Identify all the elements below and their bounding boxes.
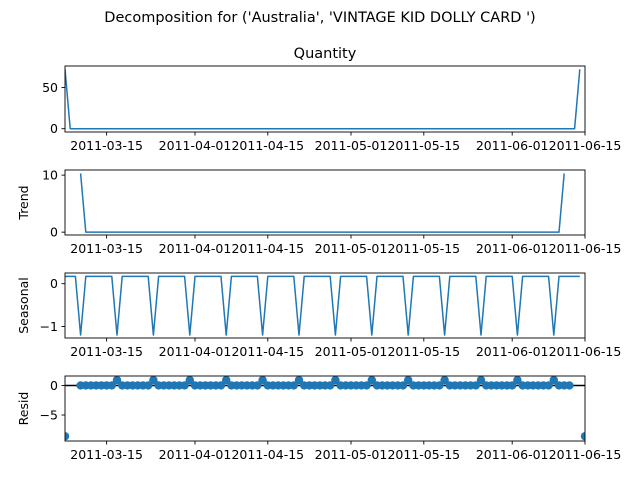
data-point — [440, 376, 449, 385]
y-tick-label: 0 — [50, 276, 58, 291]
data-point — [185, 376, 194, 385]
data-point — [326, 381, 335, 390]
x-tick-label: 2011-06-01 — [476, 241, 549, 256]
data-point — [362, 381, 371, 390]
x-tick-label: 2011-05-15 — [387, 241, 460, 256]
axes-frame — [64, 272, 586, 339]
axes-frame — [64, 65, 586, 133]
data-point — [289, 381, 298, 390]
y-axis-label: Seasonal — [16, 277, 31, 334]
y-axis-label: Resid — [16, 392, 31, 426]
panel-4: −5 0 2011-03-15 2011-04-01 2011-04-15 2011-05… — [16, 375, 622, 462]
data-point — [580, 432, 585, 441]
y-tick-label: 0 — [50, 225, 58, 240]
plot-area — [65, 275, 580, 336]
x-tick-label: 2011-04-01 — [159, 241, 232, 256]
data-point — [180, 381, 189, 390]
plot-area — [79, 173, 565, 233]
y-tick-label: −1 — [40, 319, 58, 334]
x-tick-label: 2011-03-15 — [70, 138, 143, 153]
plot-area — [65, 69, 581, 130]
panel-1: 0 50 2011-03-15 2011-04-01 2011-04-15 2011-05… — [42, 46, 621, 153]
x-tick-label: 2011-04-15 — [231, 241, 304, 256]
x-tick-label: 2011-04-15 — [231, 344, 304, 359]
x-tick-label: 2011-04-15 — [231, 447, 304, 462]
data-point — [471, 381, 480, 390]
series-line — [65, 275, 580, 336]
x-tick-label: 2011-03-15 — [70, 447, 143, 462]
x-tick-label: 2011-05-01 — [315, 138, 388, 153]
data-point — [435, 381, 444, 390]
data-point — [144, 381, 153, 390]
data-point — [112, 376, 122, 385]
axes-frame — [64, 375, 586, 442]
x-tick-label: 2011-04-01 — [159, 138, 232, 153]
x-tick-label: 2011-05-01 — [315, 344, 388, 359]
series-line — [65, 69, 581, 130]
data-point — [65, 432, 70, 441]
x-tick-label: 2011-03-15 — [70, 241, 143, 256]
series-line — [79, 173, 565, 233]
data-point — [398, 381, 408, 390]
x-tick-label: 2011-06-15 — [549, 138, 622, 153]
data-point — [216, 381, 226, 390]
data-point — [253, 381, 262, 390]
x-tick-label: 2011-05-15 — [387, 138, 460, 153]
data-point — [331, 376, 340, 385]
x-tick-label: 2011-05-01 — [315, 447, 388, 462]
y-tick-label: 10 — [42, 168, 58, 183]
panel-3: −1 0 2011-03-15 2011-04-01 2011-04-15 2011-05… — [16, 272, 622, 359]
x-tick-label: 2011-05-15 — [387, 344, 460, 359]
x-tick-label: 2011-04-15 — [231, 138, 304, 153]
figure-title: Decomposition for ('Australia', 'VINTAGE… — [104, 10, 535, 26]
plot-area — [65, 376, 585, 441]
data-point — [149, 376, 158, 385]
data-point — [107, 381, 117, 390]
y-tick-label: 50 — [42, 80, 58, 95]
data-point — [404, 376, 413, 385]
x-tick-label: 2011-05-15 — [387, 447, 460, 462]
x-tick-label: 2011-06-15 — [549, 447, 622, 462]
data-point — [222, 376, 231, 385]
data-point — [544, 381, 553, 390]
data-point — [565, 381, 574, 390]
panel-2: 0 10 2011-03-15 2011-04-01 2011-04-15 2011-05… — [16, 168, 621, 256]
data-point — [508, 381, 517, 390]
x-tick-label: 2011-06-01 — [476, 344, 549, 359]
x-tick-label: 2011-04-01 — [159, 344, 232, 359]
data-point — [294, 376, 304, 385]
y-tick-label: 0 — [50, 121, 58, 136]
x-tick-label: 2011-06-15 — [549, 241, 622, 256]
x-tick-label: 2011-06-01 — [476, 138, 549, 153]
data-point — [258, 376, 267, 385]
y-tick-label: −5 — [40, 408, 58, 423]
panel-title: Quantity — [294, 46, 357, 62]
x-tick-label: 2011-06-15 — [549, 344, 622, 359]
data-point — [513, 376, 522, 385]
x-tick-label: 2011-05-01 — [315, 241, 388, 256]
x-tick-label: 2011-03-15 — [70, 344, 143, 359]
axes-frame — [64, 169, 586, 236]
x-tick-label: 2011-06-01 — [476, 447, 549, 462]
x-tick-label: 2011-04-01 — [159, 447, 232, 462]
data-point — [549, 376, 558, 385]
y-axis-label: Trend — [16, 185, 31, 220]
y-tick-label: 0 — [50, 378, 58, 393]
data-point — [476, 376, 486, 385]
data-point — [367, 376, 376, 385]
